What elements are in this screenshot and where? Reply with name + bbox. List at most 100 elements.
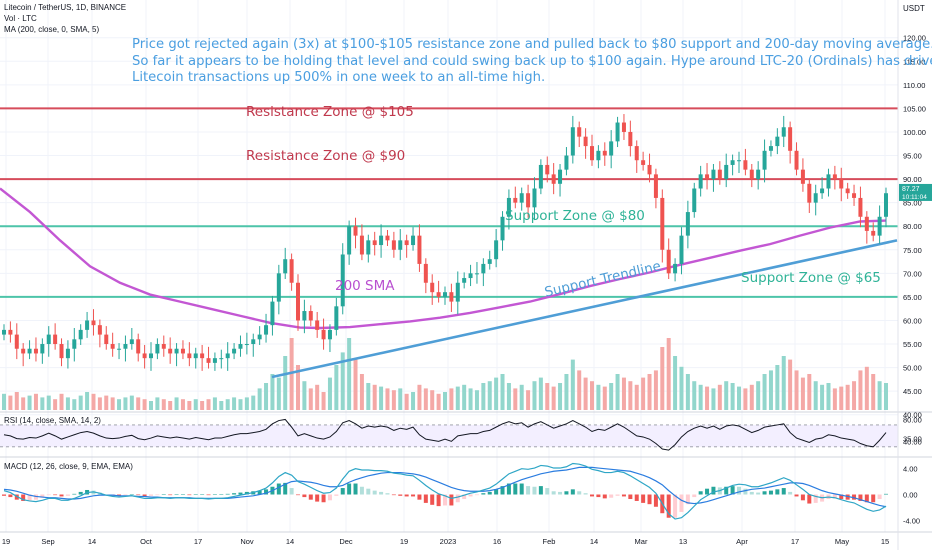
candle-body (85, 320, 90, 330)
candle-body (46, 334, 51, 345)
volume-bar (538, 377, 543, 410)
candle-body (33, 348, 38, 354)
time-tick-label: 15 (881, 537, 889, 546)
volume-bar (142, 399, 147, 410)
macd-histogram-bar (468, 494, 473, 497)
candle-body (308, 311, 313, 321)
volume-bar (653, 370, 658, 410)
candle-body (404, 240, 409, 246)
time-tick-label: 14 (590, 537, 598, 546)
volume-bar (379, 386, 384, 410)
volume-bar (596, 384, 601, 410)
volume-bar (340, 352, 345, 410)
annotation-line: So far it appears to be holding that lev… (132, 53, 932, 69)
macd-histogram-bar (532, 486, 537, 495)
macd-histogram-bar (730, 486, 735, 495)
volume-bar (768, 370, 773, 410)
volume-bar (826, 383, 831, 410)
price-tick-label: 105.00 (903, 104, 926, 113)
candle-body (679, 235, 684, 264)
macd-histogram-bar (711, 486, 716, 495)
candle-body (551, 174, 556, 184)
macd-histogram-bar (78, 491, 83, 495)
macd-histogram-bar (443, 494, 447, 506)
macd-histogram-bar (666, 494, 671, 518)
macd-histogram-bar (506, 483, 511, 495)
volume-bar (65, 397, 70, 410)
macd-pane (2, 462, 888, 520)
volume-bar (129, 395, 134, 410)
macd-histogram-bar (321, 494, 326, 503)
volume-bar (321, 392, 326, 410)
candle-body (257, 334, 262, 340)
macd-histogram-bar (174, 494, 179, 495)
candle-body (685, 212, 690, 236)
volume-bar (443, 392, 447, 410)
macd-histogram-bar (673, 494, 678, 518)
candle-body (602, 150, 607, 156)
candle-body (187, 353, 192, 359)
candle-body (14, 334, 19, 349)
volume-bar (155, 397, 160, 410)
candle-body (494, 240, 499, 260)
volume-bar (468, 388, 473, 410)
candle-body (327, 329, 332, 340)
candle-body (353, 226, 358, 236)
price-tick-label: 95.00 (903, 152, 922, 161)
candle-body (398, 240, 403, 250)
candle-body (449, 292, 454, 302)
macd-signal-line (3, 466, 887, 508)
volume-bar (513, 388, 518, 410)
volume-bar (692, 381, 697, 410)
candle-body (468, 273, 473, 279)
volume-bar (551, 386, 556, 410)
macd-histogram-bar (871, 494, 876, 503)
time-tick-label: Oct (140, 537, 153, 546)
macd-histogram-bar (756, 492, 761, 495)
ma-legend: MA (200, close, 0, SMA, 5) (4, 25, 100, 34)
macd-histogram-bar (225, 493, 230, 495)
macd-histogram-bar (366, 488, 371, 495)
candle-body (634, 146, 639, 161)
time-tick-label: Apr (736, 537, 748, 546)
candle-body (711, 169, 716, 180)
volume-bar (685, 374, 690, 410)
macd-histogram-bar (136, 494, 141, 496)
volume-bar (27, 395, 32, 410)
trendline (271, 239, 898, 379)
candle-body (149, 353, 153, 359)
macd-histogram-bar (289, 488, 294, 495)
price-tick-label: 100.00 (903, 128, 926, 137)
macd-histogram-bar (538, 486, 543, 495)
candle-body (558, 169, 563, 184)
candle-body (577, 127, 582, 137)
macd-histogram-bar (526, 486, 531, 495)
macd-histogram-bar (8, 494, 13, 498)
macd-histogram-bar (417, 494, 422, 500)
candle-body (142, 353, 147, 359)
volume-bar (8, 395, 13, 410)
macd-histogram-bar (65, 494, 70, 496)
volume-bar (737, 386, 741, 410)
rsi-pane (0, 418, 898, 451)
candle-body (276, 273, 281, 302)
volume-bar (724, 381, 729, 410)
candle-body (411, 235, 416, 246)
volume-bar (372, 384, 377, 410)
candle-body (666, 249, 671, 274)
volume-bar (206, 399, 211, 410)
volume-bar (21, 397, 26, 410)
macd-histogram-bar (462, 494, 467, 500)
macd-histogram-bar (775, 489, 780, 495)
price-tick-label: 45.00 (903, 387, 922, 396)
candle-body (97, 325, 102, 335)
macd-histogram-bar (53, 494, 58, 496)
volume-bar (666, 338, 671, 410)
volume-bar (251, 395, 256, 410)
volume-bar (884, 383, 888, 410)
macd-histogram-bar (27, 494, 32, 501)
macd-histogram-bar (749, 491, 754, 495)
candle-body (717, 169, 722, 180)
